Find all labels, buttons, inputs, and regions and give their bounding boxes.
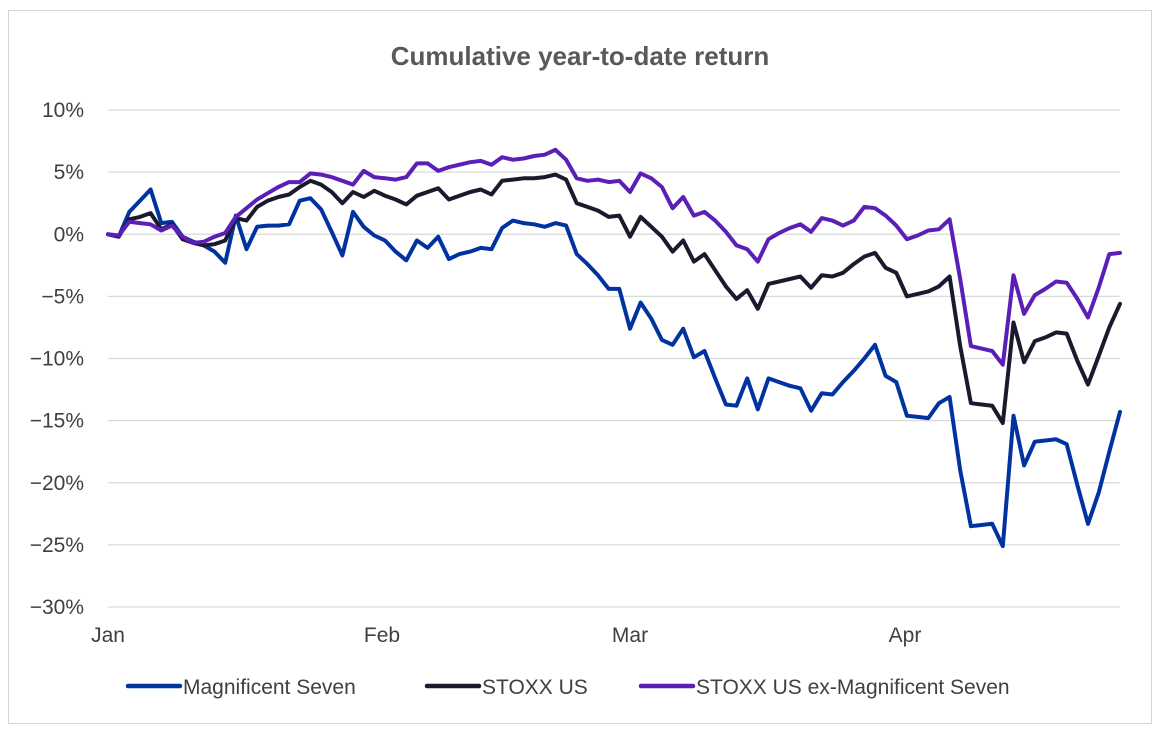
x-tick-label: Feb <box>364 624 400 647</box>
chart-frame <box>8 10 1152 724</box>
series-lines <box>106 147 1122 549</box>
y-tick-label: −15% <box>30 410 84 433</box>
series-line-1 <box>106 172 1122 426</box>
grid <box>108 109 1120 608</box>
legend: Magnificent Seven STOXX US STOXX US ex-Mag… <box>125 676 1010 699</box>
chart-title: Cumulative year-to-date return <box>391 41 770 71</box>
x-axis-ticks: Jan Feb Mar Apr <box>91 624 921 647</box>
legend-item: STOXX US ex-Magnificent Seven <box>638 676 1010 699</box>
x-tick-label: Apr <box>889 624 922 647</box>
legend-label: STOXX US <box>482 676 588 699</box>
series-line-0 <box>106 187 1122 549</box>
y-axis-ticks: 10% 5% 0% −5% −10% −15% −20% −25% −30% <box>30 99 84 619</box>
y-tick-label: −10% <box>30 348 84 371</box>
x-tick-label: Jan <box>91 624 125 647</box>
y-tick-label: −5% <box>41 285 84 308</box>
legend-item: Magnificent Seven <box>125 676 356 699</box>
y-tick-label: 0% <box>54 223 84 246</box>
y-tick-label: −30% <box>30 596 84 619</box>
legend-label: Magnificent Seven <box>183 676 356 699</box>
y-tick-label: 10% <box>42 99 84 122</box>
y-tick-label: −25% <box>30 534 84 557</box>
legend-label: STOXX US ex-Magnificent Seven <box>696 676 1010 699</box>
y-tick-label: −20% <box>30 472 84 495</box>
y-tick-label: 5% <box>54 161 84 184</box>
series-line-2 <box>106 147 1122 367</box>
legend-item: STOXX US <box>424 676 588 699</box>
x-tick-label: Mar <box>612 624 648 647</box>
